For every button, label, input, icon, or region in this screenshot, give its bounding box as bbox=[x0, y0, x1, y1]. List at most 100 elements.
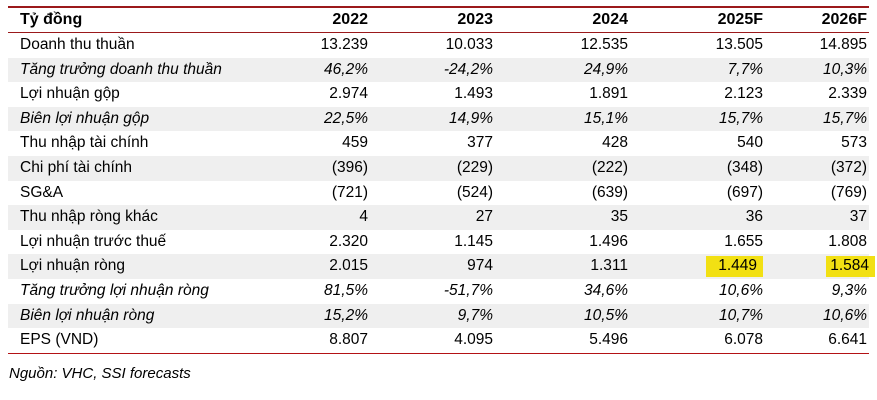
cell-value: -51,7% bbox=[443, 281, 493, 299]
row-label: Thu nhập ròng khác bbox=[8, 205, 244, 230]
cell-value: 4 bbox=[244, 205, 370, 230]
cell-value: (769) bbox=[830, 183, 867, 201]
cell-value: 34,6% bbox=[584, 281, 628, 299]
cell-value: 5.496 bbox=[589, 331, 628, 349]
source-note: Nguồn: VHC, SSI forecasts bbox=[9, 364, 191, 382]
cell-value: 9,3% bbox=[831, 281, 867, 299]
cell-value: 10.033 bbox=[445, 36, 493, 53]
cell-value: 22,5% bbox=[244, 106, 370, 132]
cell-value: 377 bbox=[467, 134, 493, 152]
cell-value: 36 bbox=[630, 205, 765, 230]
table-row: Chi phí tài chính (396) (229) (222) (348… bbox=[8, 155, 869, 181]
cell-value: 1.311 bbox=[495, 254, 630, 279]
table-row: Biên lợi nhuận ròng 15,2% 9,7% 10,5% 10,… bbox=[8, 303, 869, 329]
cell-value: 1.655 bbox=[724, 232, 763, 250]
cell-value: 6.641 bbox=[828, 331, 867, 349]
column-header-2026f: 2026F bbox=[765, 7, 869, 33]
cell-value: 15,7% bbox=[630, 106, 765, 132]
cell-value: 24,9% bbox=[495, 57, 630, 83]
cell-value: 12.535 bbox=[580, 36, 628, 53]
row-label: Tăng trưởng doanh thu thuần bbox=[8, 57, 244, 83]
cell-value: 27 bbox=[370, 205, 495, 230]
cell-value: (524) bbox=[456, 183, 493, 201]
cell-value: 2.123 bbox=[724, 85, 763, 103]
cell-value: 459 bbox=[342, 134, 368, 152]
cell-value: (229) bbox=[370, 155, 495, 181]
column-header-2023: 2023 bbox=[370, 7, 495, 33]
cell-value: 8.807 bbox=[329, 331, 368, 349]
row-label: Biên lợi nhuận ròng bbox=[8, 303, 244, 329]
cell-value: 13.505 bbox=[715, 36, 763, 53]
row-label: SG&A bbox=[20, 183, 64, 201]
cell-value: 7,7% bbox=[630, 57, 765, 83]
cell-value: 974 bbox=[370, 254, 495, 279]
unit-header: Tỷ đồng bbox=[8, 7, 244, 33]
row-label: EPS (VND) bbox=[20, 331, 99, 349]
table-row: Biên lợi nhuận gộp 22,5% 14,9% 15,1% 15,… bbox=[8, 106, 869, 132]
table-row: Tăng trưởng doanh thu thuần 46,2% -24,2%… bbox=[8, 57, 869, 83]
cell-value: 10,7% bbox=[630, 303, 765, 329]
table-row: Lợi nhuận trước thuế 2.320 1.145 1.496 1… bbox=[8, 230, 869, 255]
row-label: Thu nhập tài chính bbox=[20, 134, 149, 152]
cell-value: 4.095 bbox=[454, 331, 493, 349]
table-row: Thu nhập tài chính 459 377 428 540 573 bbox=[8, 131, 869, 156]
cell-value: 1.145 bbox=[454, 232, 493, 250]
cell-value: 10,3% bbox=[765, 57, 869, 83]
cell-value: 9,7% bbox=[370, 303, 495, 329]
table-row: Lợi nhuận gộp 2.974 1.493 1.891 2.123 2.… bbox=[8, 82, 869, 107]
cell-value: 1.584 bbox=[765, 254, 875, 279]
cell-value: 14,9% bbox=[370, 106, 495, 132]
cell-value: 573 bbox=[841, 134, 867, 152]
table-row: Doanh thu thuần 13.239 10.033 12.535 13.… bbox=[8, 33, 869, 58]
cell-value: 10,5% bbox=[495, 303, 630, 329]
table-row: EPS (VND) 8.807 4.095 5.496 6.078 6.641 bbox=[8, 328, 869, 353]
cell-value: (372) bbox=[765, 155, 869, 181]
row-label: Lợi nhuận trước thuế bbox=[20, 232, 167, 250]
cell-value: 2.339 bbox=[828, 85, 867, 103]
cell-value: 37 bbox=[765, 205, 869, 230]
cell-value: 10,6% bbox=[765, 303, 869, 329]
highlighted-value: 1.584 bbox=[826, 256, 875, 278]
cell-value: 13.239 bbox=[320, 36, 368, 53]
highlighted-value: 1.449 bbox=[706, 256, 763, 278]
column-header-2022: 2022 bbox=[244, 7, 370, 33]
cell-value: 10,6% bbox=[719, 281, 763, 299]
cell-value: 15,2% bbox=[244, 303, 370, 329]
cell-value: 2.320 bbox=[329, 232, 368, 250]
column-header-2025f: 2025F bbox=[630, 7, 765, 33]
cell-value: 2.974 bbox=[329, 85, 368, 103]
cell-value: -24,2% bbox=[370, 57, 495, 83]
financial-table: Tỷ đồng 2022 2023 2024 2025F 2026F Doanh… bbox=[8, 6, 875, 354]
cell-value: (348) bbox=[630, 155, 765, 181]
cell-value: (697) bbox=[726, 183, 763, 201]
row-label: Chi phí tài chính bbox=[8, 155, 244, 181]
row-label: Doanh thu thuần bbox=[20, 36, 135, 53]
table-row-net-profit: Lợi nhuận ròng 2.015 974 1.311 1.449 1.5… bbox=[8, 254, 875, 279]
cell-value: 14.895 bbox=[819, 36, 867, 53]
table-row: Thu nhập ròng khác 4 27 35 36 37 bbox=[8, 205, 869, 230]
cell-value: (396) bbox=[244, 155, 370, 181]
header-row: Tỷ đồng 2022 2023 2024 2025F 2026F bbox=[8, 7, 869, 33]
row-label: Lợi nhuận gộp bbox=[20, 85, 120, 103]
cell-value: 1.493 bbox=[454, 85, 493, 103]
row-label: Lợi nhuận ròng bbox=[8, 254, 244, 279]
cell-value: 540 bbox=[737, 134, 763, 152]
cell-value: (721) bbox=[331, 183, 368, 201]
table-row: SG&A (721) (524) (639) (697) (769) bbox=[8, 181, 869, 206]
cell-value: 46,2% bbox=[244, 57, 370, 83]
row-label: Biên lợi nhuận gộp bbox=[8, 106, 244, 132]
cell-value: 6.078 bbox=[724, 331, 763, 349]
cell-value: 35 bbox=[495, 205, 630, 230]
cell-value: 15,7% bbox=[765, 106, 869, 132]
financial-table-section: Tỷ đồng 2022 2023 2024 2025F 2026F Doanh… bbox=[8, 6, 875, 382]
cell-value: 1.891 bbox=[589, 85, 628, 103]
cell-value: 428 bbox=[602, 134, 628, 152]
cell-value: 15,1% bbox=[495, 106, 630, 132]
cell-value: 1.496 bbox=[589, 232, 628, 250]
cell-value: (222) bbox=[495, 155, 630, 181]
table-row: Tăng trưởng lợi nhuận ròng 81,5% -51,7% … bbox=[8, 279, 869, 304]
cell-value: 1.449 bbox=[630, 254, 765, 279]
cell-value: 81,5% bbox=[324, 281, 368, 299]
cell-value: 2.015 bbox=[244, 254, 370, 279]
